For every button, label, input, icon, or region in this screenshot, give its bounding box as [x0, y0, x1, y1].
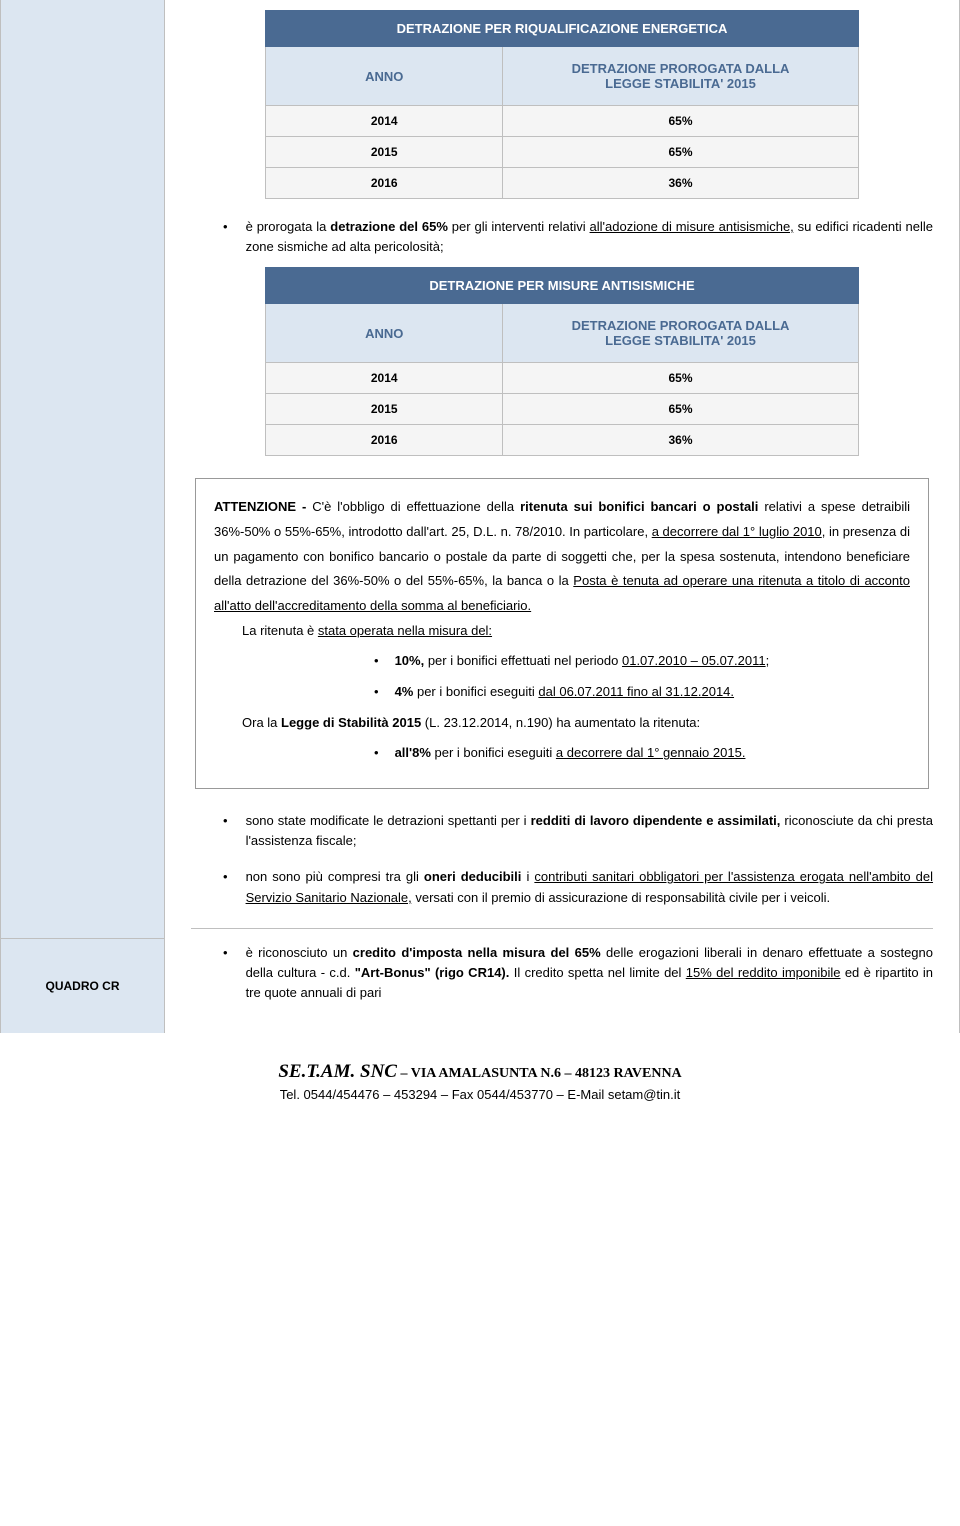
bullet1-text: è prorogata la detrazione del 65% per gl…	[246, 217, 933, 257]
table2-col2-l1: DETRAZIONE PROROGATA DALLA	[572, 318, 790, 333]
table2-col2: DETRAZIONE PROROGATA DALLALEGGE STABILIT…	[503, 304, 859, 363]
table2-col1: ANNO	[266, 304, 503, 363]
right-column: DETRAZIONE PER RIQUALIFICAZIONE ENERGETI…	[165, 0, 960, 1033]
bullet-oneri: • non sono più compresi tra gli oneri de…	[223, 867, 933, 907]
attention-b2: •4% per i bonifici eseguiti dal 06.07.20…	[374, 680, 910, 705]
bullet-icon: •	[223, 943, 228, 1003]
footer-line1: SE.T.AM. SNC – VIA AMALASUNTA N.6 – 4812…	[0, 1061, 960, 1083]
table-row: 201465%	[266, 363, 859, 394]
table2-r1-val: 65%	[503, 394, 859, 425]
bullet-icon: •	[223, 867, 228, 907]
table2-r1-year: 2015	[266, 394, 503, 425]
left-empty-space	[1, 0, 164, 938]
table1-r1-year: 2015	[266, 137, 503, 168]
table1-r2-val: 36%	[503, 168, 859, 199]
table1-col2-l1: DETRAZIONE PROROGATA DALLA	[572, 61, 790, 76]
bullet2-text: sono state modificate le detrazioni spet…	[246, 811, 933, 851]
attention-p1: ATTENZIONE - C'è l'obbligo di effettuazi…	[214, 495, 910, 618]
table1-col1: ANNO	[266, 47, 503, 106]
table2-r0-val: 65%	[503, 363, 859, 394]
bullet3-text: non sono più compresi tra gli oneri dedu…	[246, 867, 933, 907]
bullet4-text: è riconosciuto un credito d'imposta nell…	[246, 943, 933, 1003]
table-row: 201636%	[266, 168, 859, 199]
table-energetica: DETRAZIONE PER RIQUALIFICAZIONE ENERGETI…	[265, 10, 859, 199]
table2-header: DETRAZIONE PER MISURE ANTISISMICHE	[266, 268, 859, 304]
bullet-icon: •	[374, 649, 379, 674]
table-row: 201636%	[266, 425, 859, 456]
table-antisismiche: DETRAZIONE PER MISURE ANTISISMICHE ANNO …	[265, 267, 859, 456]
table-row: 201465%	[266, 106, 859, 137]
page-container: QUADRO CR DETRAZIONE PER RIQUALIFICAZION…	[0, 0, 960, 1033]
attention-b3: •all'8% per i bonifici eseguiti a decorr…	[374, 741, 910, 766]
table-row: 201565%	[266, 137, 859, 168]
table-row: 201565%	[266, 394, 859, 425]
table1-r0-val: 65%	[503, 106, 859, 137]
bullet-detrazione-65: • è prorogata la detrazione del 65% per …	[223, 217, 933, 257]
bullet-icon: •	[374, 680, 379, 705]
table2-r0-year: 2014	[266, 363, 503, 394]
table1-col2: DETRAZIONE PROROGATA DALLALEGGE STABILIT…	[503, 47, 859, 106]
bullet-icon: •	[223, 217, 228, 257]
attention-b1: •10%, per i bonifici effettuati nel peri…	[374, 649, 910, 674]
attention-p3: Ora la Legge di Stabilità 2015 (L. 23.12…	[242, 711, 910, 736]
table1-r2-year: 2016	[266, 168, 503, 199]
table1-r1-val: 65%	[503, 137, 859, 168]
table1-r0-year: 2014	[266, 106, 503, 137]
bullet-icon: •	[374, 741, 379, 766]
bullet-redditi: • sono state modificate le detrazioni sp…	[223, 811, 933, 851]
attention-box: ATTENZIONE - C'è l'obbligo di effettuazi…	[195, 478, 929, 789]
table2-r2-year: 2016	[266, 425, 503, 456]
footer-contact: Tel. 0544/454476 – 453294 – Fax 0544/453…	[0, 1087, 960, 1102]
bullet-icon: •	[223, 811, 228, 851]
table2-r2-val: 36%	[503, 425, 859, 456]
table1-header: DETRAZIONE PER RIQUALIFICAZIONE ENERGETI…	[266, 11, 859, 47]
attention-p2: La ritenuta è stata operata nella misura…	[242, 619, 910, 644]
quadro-cr-label: QUADRO CR	[1, 938, 164, 1033]
left-column: QUADRO CR	[0, 0, 165, 1033]
footer: SE.T.AM. SNC – VIA AMALASUNTA N.6 – 4812…	[0, 1061, 960, 1102]
table1-col2-l2: LEGGE STABILITA' 2015	[605, 76, 756, 91]
bullet-artbonus: • è riconosciuto un credito d'imposta ne…	[191, 928, 933, 1003]
table2-col2-l2: LEGGE STABILITA' 2015	[605, 333, 756, 348]
